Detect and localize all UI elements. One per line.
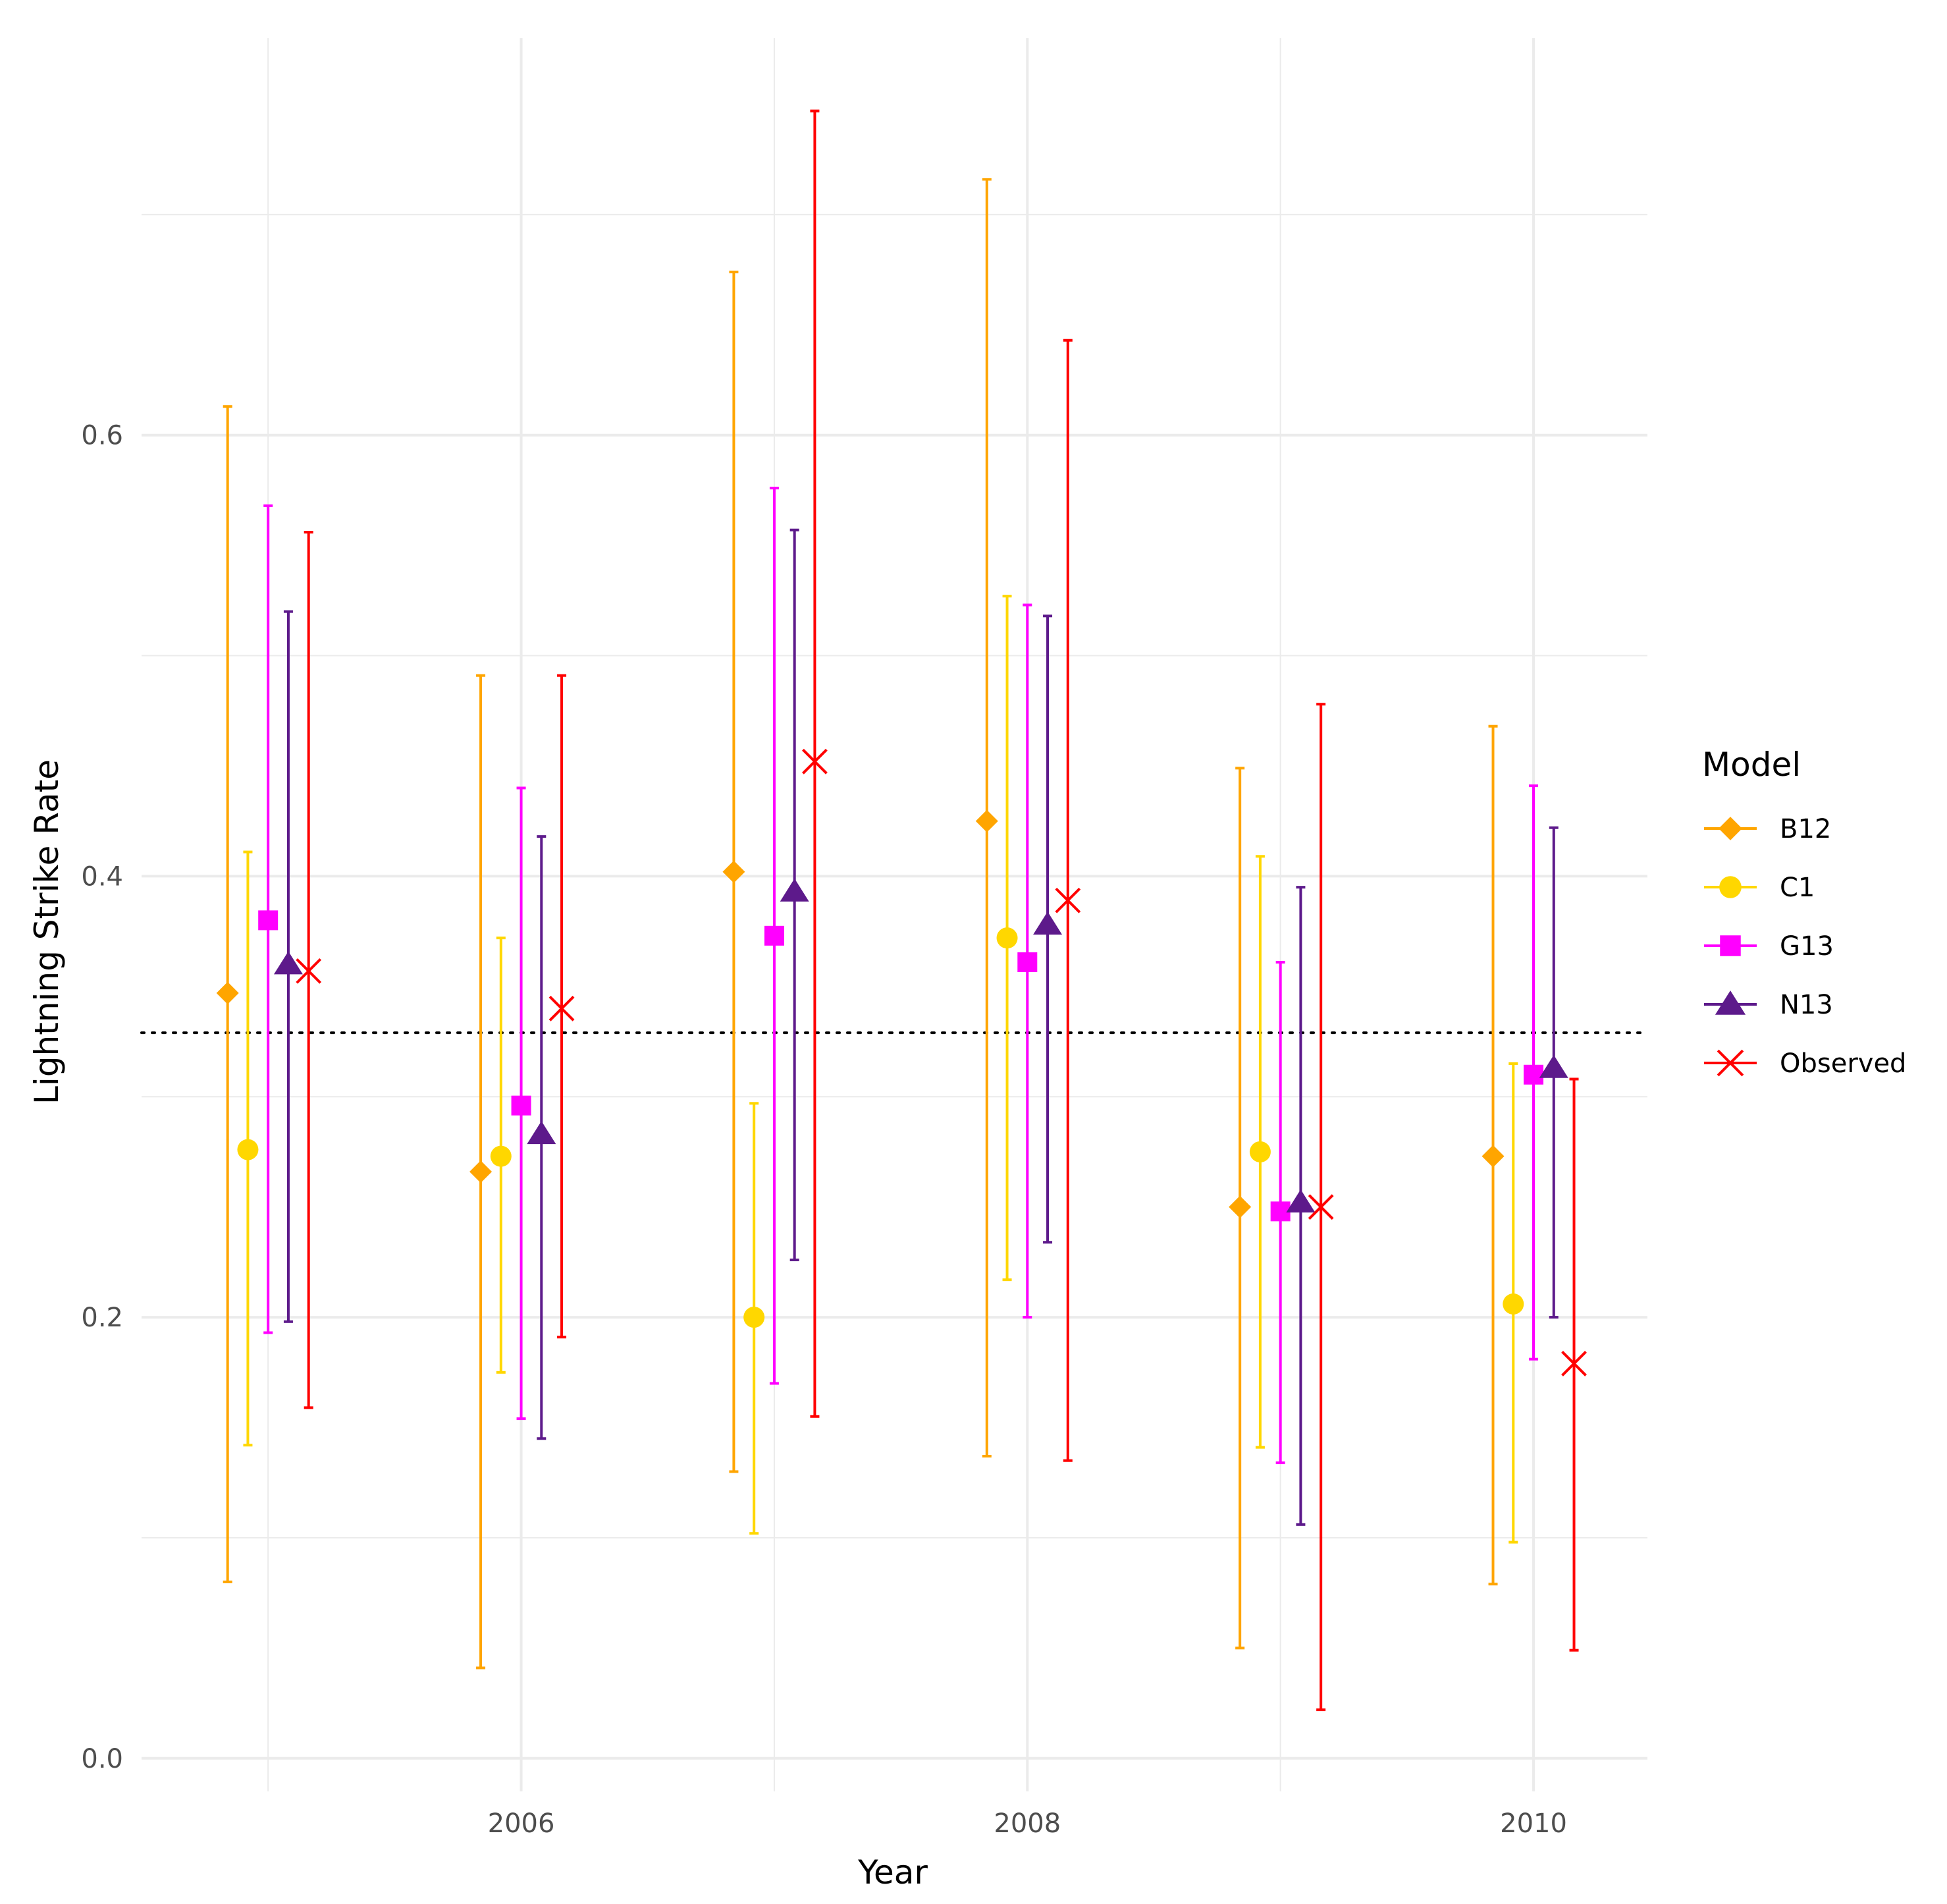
y-tick-label: 0.4 (81, 861, 123, 892)
legend-item-c1: C1 (1704, 873, 1815, 903)
point-n13-2009 (1286, 1189, 1316, 1212)
legend-label: G13 (1780, 931, 1834, 962)
x-tick-label: 2006 (488, 1809, 555, 1839)
point-observed-2005 (296, 958, 322, 984)
legend-label: C1 (1780, 873, 1815, 903)
legend-label: N13 (1780, 990, 1833, 1020)
cross-stroke (548, 995, 575, 1021)
point-n13-2005 (273, 951, 303, 975)
legend-key-marker (1720, 935, 1741, 956)
legend-key-marker (1719, 817, 1742, 840)
legend-key-marker (1717, 1049, 1744, 1077)
cross-stroke (1308, 1194, 1334, 1220)
point-b12-2006 (469, 1160, 493, 1183)
point-b12-2009 (1229, 1195, 1252, 1218)
point-g13-2007 (764, 925, 784, 946)
legend-label: B12 (1780, 814, 1831, 844)
point-observed-2007 (802, 748, 828, 775)
series-marks (216, 109, 1587, 1712)
y-tick-label: 0.0 (81, 1744, 123, 1774)
point-b12-2008 (975, 809, 998, 832)
y-tick-label: 0.6 (81, 421, 123, 451)
y-tick-label: 0.2 (81, 1303, 123, 1333)
cross-stroke (1561, 1350, 1587, 1376)
x-tick-label: 2010 (1500, 1809, 1567, 1839)
point-observed-2008 (1055, 887, 1081, 913)
point-n13-2008 (1033, 911, 1063, 935)
point-observed-2010 (1561, 1350, 1587, 1376)
point-observed-2006 (548, 995, 575, 1021)
point-c1-2008 (996, 927, 1018, 949)
legend-title: Model (1702, 746, 1801, 784)
axes: 0.0 0.2 0.4 0.6 2006 2008 2010 (81, 421, 1567, 1839)
legend-label: Observed (1780, 1048, 1906, 1079)
legend: Model B12 C1 G13 N13 Observed (1702, 746, 1906, 1079)
series-b12 (216, 178, 1505, 1670)
point-b12-2007 (722, 860, 745, 883)
cross-stroke (296, 958, 322, 984)
cross-stroke (1717, 1049, 1744, 1077)
point-c1-2005 (237, 1139, 259, 1160)
legend-item-b12: B12 (1704, 814, 1831, 844)
series-g13 (258, 487, 1544, 1465)
point-b12-2005 (216, 981, 239, 1004)
point-g13-2008 (1017, 952, 1038, 972)
series-observed (296, 109, 1587, 1712)
point-b12-2010 (1481, 1145, 1505, 1168)
series-n13 (273, 528, 1568, 1526)
legend-item-n13: N13 (1704, 990, 1833, 1020)
legend-key-marker (1715, 991, 1746, 1015)
cross-stroke (1055, 887, 1081, 913)
point-n13-2007 (780, 878, 809, 902)
point-c1-2010 (1503, 1293, 1524, 1315)
legend-item-observed: Observed (1704, 1048, 1906, 1079)
cross-stroke (802, 748, 828, 775)
legend-item-g13: G13 (1704, 931, 1834, 962)
point-n13-2010 (1539, 1054, 1568, 1078)
x-tick-label: 2008 (994, 1809, 1061, 1839)
point-n13-2006 (527, 1121, 556, 1145)
y-axis-title: Lightning Strike Rate (28, 759, 66, 1104)
legend-key-marker (1719, 876, 1742, 898)
point-c1-2007 (743, 1307, 765, 1328)
x-axis-title: Year (857, 1853, 928, 1891)
point-g13-2005 (258, 910, 279, 931)
point-c1-2009 (1249, 1141, 1271, 1162)
point-g13-2010 (1524, 1064, 1544, 1085)
point-c1-2006 (490, 1145, 512, 1167)
point-g13-2006 (511, 1095, 531, 1116)
point-observed-2009 (1308, 1194, 1334, 1220)
series-c1 (237, 595, 1524, 1544)
